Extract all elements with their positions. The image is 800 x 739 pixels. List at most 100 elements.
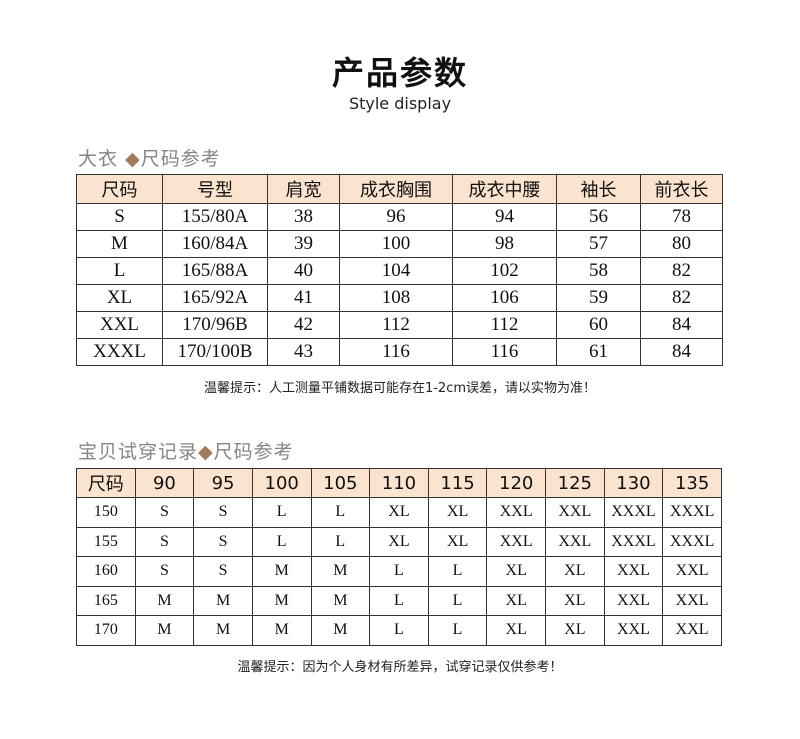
table-cell: XL: [76, 284, 163, 312]
table-cell: M: [134, 585, 195, 616]
table-cell: XL: [545, 556, 605, 587]
table-cell: L: [369, 556, 429, 587]
table-cell: XXXL: [76, 338, 163, 366]
table-cell: 112: [452, 311, 557, 339]
table-cell: XXL: [76, 311, 163, 339]
table-cell: M: [193, 615, 253, 646]
table-cell: M: [193, 585, 253, 616]
table-cell: 78: [640, 203, 723, 231]
table-cell: M: [134, 615, 195, 646]
table-row: 160 S S M M L L XL XL XXL XXL: [76, 556, 722, 587]
table-cell: XXL: [486, 526, 546, 557]
column-header: 95: [193, 468, 253, 498]
coat-size-table: 尺码 号型 肩宽 成衣胸围 成衣中腰 袖长 前衣长 S 155/80A 38 96 94 56 78 M 16…: [76, 174, 723, 366]
table-cell: 170/100B: [162, 338, 268, 366]
table-cell: 165/92A: [162, 284, 268, 312]
table-row: 165 M M M M L L XL XL XXL XXL: [76, 585, 722, 616]
table-cell: 84: [640, 311, 723, 339]
table-cell: S: [76, 203, 163, 231]
table-cell: XL: [427, 526, 488, 557]
table-cell: 160: [76, 556, 136, 587]
table-cell: XXL: [662, 585, 722, 616]
section-label: 宝贝试穿记录: [78, 441, 199, 463]
table-cell: 112: [339, 311, 453, 339]
column-header: 尺码: [76, 174, 163, 204]
table-cell: 56: [556, 203, 641, 231]
table-cell: XXL: [603, 556, 664, 587]
column-header: 135: [662, 468, 722, 498]
table-cell: 155/80A: [162, 203, 268, 231]
table-cell: 106: [452, 284, 557, 312]
table-cell: 42: [267, 311, 340, 339]
table-cell: 100: [339, 230, 453, 258]
column-header: 成衣胸围: [339, 174, 453, 204]
table-cell: XXL: [545, 526, 605, 557]
table-cell: M: [251, 615, 312, 646]
coat-note: 温馨提示：人工测量平铺数据可能存在1-2cm误差，请以实物为准！: [203, 381, 597, 396]
table-cell: L: [427, 556, 488, 587]
table-cell: S: [134, 497, 195, 528]
section-label: 大衣: [78, 148, 119, 170]
table-cell: XXL: [662, 615, 722, 646]
table-cell: L: [251, 497, 312, 528]
table-cell: M: [251, 556, 312, 587]
column-header: 成衣中腰: [452, 174, 557, 204]
table-cell: 116: [339, 338, 453, 366]
coat-section-title: 大衣 ◆尺码参考: [78, 144, 221, 171]
table-cell: 39: [267, 230, 340, 258]
column-header: 110: [369, 468, 429, 498]
column-header: 100: [251, 468, 312, 498]
table-row: XXXL 170/100B 43 116 116 61 84: [76, 338, 723, 366]
table-cell: 165: [76, 585, 136, 616]
column-header: 130: [603, 468, 664, 498]
table-cell: XXXL: [662, 526, 722, 557]
column-header: 前衣长: [640, 174, 723, 204]
table-cell: L: [251, 526, 312, 557]
table-cell: S: [193, 497, 253, 528]
table-cell: M: [310, 556, 371, 587]
table-cell: 82: [640, 257, 723, 285]
table-cell: L: [76, 257, 163, 285]
table-cell: 57: [556, 230, 641, 258]
table-cell: XL: [427, 497, 488, 528]
table-cell: 104: [339, 257, 453, 285]
table-cell: 150: [76, 497, 136, 528]
column-header: 肩宽: [267, 174, 340, 204]
table-cell: S: [134, 526, 195, 557]
table-cell: L: [310, 497, 371, 528]
table-cell: L: [310, 526, 371, 557]
table-cell: 60: [556, 311, 641, 339]
table-row: 150 S S L L XL XL XXL XXL XXXL XXXL: [76, 497, 722, 528]
table-cell: XXL: [603, 585, 664, 616]
table-cell: 116: [452, 338, 557, 366]
table-cell: 155: [76, 526, 136, 557]
column-header: 115: [427, 468, 488, 498]
table-cell: 165/88A: [162, 257, 268, 285]
table-cell: XL: [369, 526, 429, 557]
table-row: 170 M M M M L L XL XL XXL XXL: [76, 615, 722, 646]
table-cell: XL: [369, 497, 429, 528]
table-cell: 80: [640, 230, 723, 258]
table-cell: 38: [267, 203, 340, 231]
table-cell: XL: [545, 585, 605, 616]
table-cell: L: [369, 585, 429, 616]
table-cell: L: [427, 615, 488, 646]
table-row: 155 S S L L XL XL XXL XXL XXXL XXXL: [76, 526, 722, 557]
section-label: 尺码参考: [140, 148, 221, 170]
column-header: 105: [310, 468, 371, 498]
table-cell: 94: [452, 203, 557, 231]
table-cell: M: [76, 230, 163, 258]
section-label: 尺码参考: [213, 441, 294, 463]
table-cell: S: [134, 556, 195, 587]
column-header: 90: [134, 468, 195, 498]
column-header: 袖长: [556, 174, 641, 204]
table-cell: XL: [545, 615, 605, 646]
column-header: 号型: [162, 174, 268, 204]
table-cell: XL: [486, 556, 546, 587]
table-cell: 58: [556, 257, 641, 285]
table-cell: 98: [452, 230, 557, 258]
fit-section-title: 宝贝试穿记录◆尺码参考: [78, 437, 294, 464]
table-cell: 61: [556, 338, 641, 366]
table-cell: 59: [556, 284, 641, 312]
